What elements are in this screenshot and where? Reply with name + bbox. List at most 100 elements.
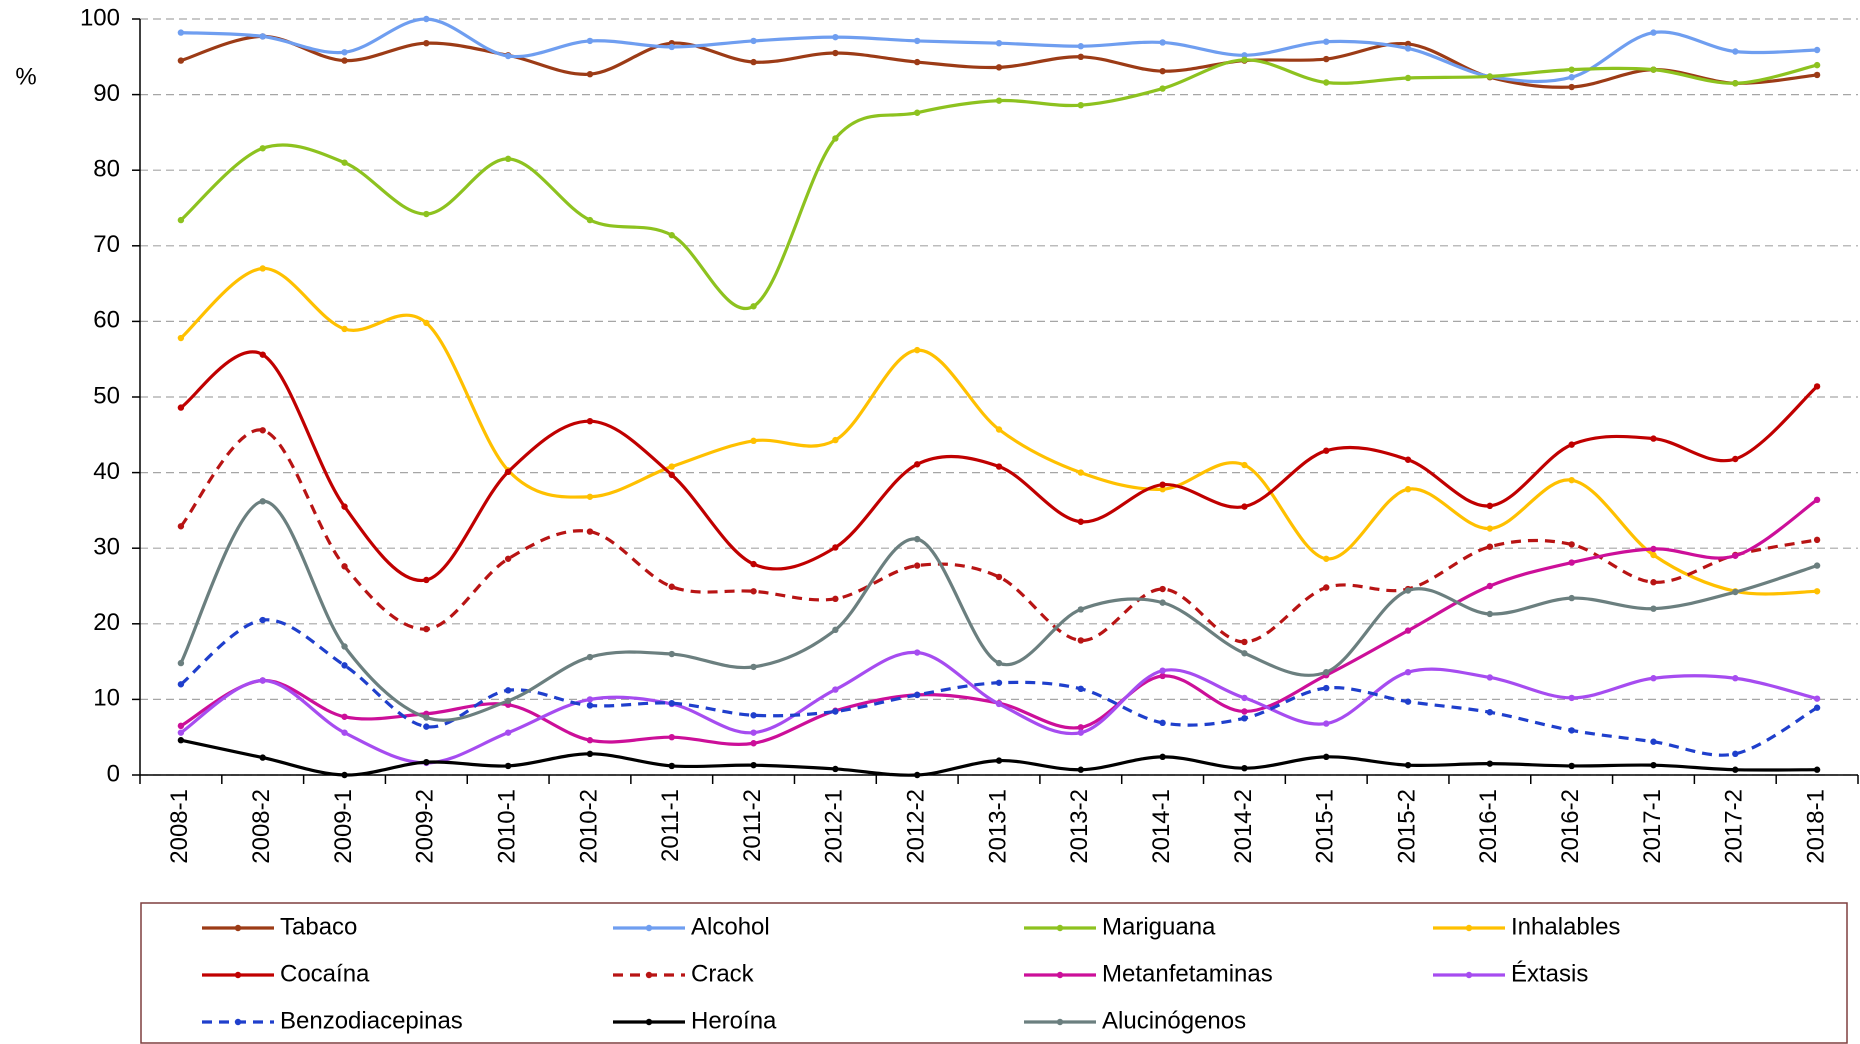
point <box>832 595 839 603</box>
point <box>995 659 1003 667</box>
point <box>177 523 185 530</box>
point <box>423 714 430 721</box>
point <box>1732 750 1739 758</box>
point <box>423 758 430 766</box>
point <box>750 37 757 45</box>
y-tick-label: 60 <box>93 307 120 334</box>
point <box>750 729 757 736</box>
point <box>341 729 348 736</box>
legend-marker <box>234 924 242 932</box>
point <box>1077 518 1085 525</box>
point <box>1568 441 1575 448</box>
point <box>995 679 1003 686</box>
x-tick-label: 2017-2 <box>1721 789 1748 864</box>
point <box>1323 555 1330 562</box>
point <box>1650 738 1657 745</box>
point <box>913 771 921 779</box>
point <box>586 493 594 500</box>
legend-label: Inhalables <box>1511 913 1620 940</box>
point <box>1650 29 1657 36</box>
point <box>1568 594 1575 602</box>
point <box>586 653 594 661</box>
point <box>341 159 348 166</box>
point <box>832 626 839 634</box>
point <box>750 58 757 66</box>
legend-label: Tabaco <box>280 913 357 940</box>
point <box>177 216 185 224</box>
point <box>1813 704 1821 711</box>
point <box>586 37 594 45</box>
point <box>668 232 675 239</box>
point <box>586 528 594 535</box>
point <box>995 573 1003 581</box>
point <box>423 39 430 47</box>
point <box>750 740 757 747</box>
y-tick-label: 40 <box>93 458 120 485</box>
legend-label: Mariguana <box>1102 913 1216 940</box>
point <box>913 37 921 45</box>
line <box>179 58 1818 311</box>
point <box>1077 637 1085 644</box>
point <box>913 535 921 543</box>
point <box>668 699 675 707</box>
x-tick-label: 2015-1 <box>1312 789 1339 864</box>
x-tick-label: 2011-1 <box>657 789 684 862</box>
x-tick-label: 2008-2 <box>248 789 275 864</box>
point <box>913 562 921 569</box>
point <box>1486 709 1494 716</box>
point <box>1241 764 1248 772</box>
series <box>177 498 1821 722</box>
point <box>586 417 594 425</box>
point <box>1813 496 1821 504</box>
point <box>668 463 675 470</box>
x-tick-label: 2016-2 <box>1557 789 1584 864</box>
point <box>341 49 348 56</box>
point <box>832 33 839 41</box>
point <box>1650 605 1657 612</box>
point <box>1241 52 1248 59</box>
point <box>1650 579 1657 586</box>
point <box>423 625 430 633</box>
point <box>1813 588 1821 595</box>
point <box>913 649 921 656</box>
point <box>423 210 430 218</box>
point <box>1077 729 1085 736</box>
point <box>1323 38 1330 45</box>
point <box>750 663 757 671</box>
point <box>177 57 185 64</box>
point <box>1159 481 1166 488</box>
point <box>1323 720 1330 727</box>
point <box>177 737 185 744</box>
point <box>668 650 675 658</box>
point <box>177 681 185 688</box>
point <box>1486 582 1494 590</box>
point <box>259 677 266 684</box>
point <box>1732 455 1739 463</box>
point <box>995 97 1003 104</box>
point <box>913 58 921 66</box>
x-tick-label: 2013-1 <box>984 789 1011 864</box>
point <box>1650 675 1657 682</box>
point <box>1323 584 1330 591</box>
point <box>1486 543 1494 550</box>
point <box>1732 675 1739 682</box>
line <box>179 499 1818 722</box>
legend-label: Heroína <box>691 1007 777 1034</box>
x-tick-label: 2018-1 <box>1802 789 1829 864</box>
point <box>259 616 266 624</box>
point <box>668 762 675 770</box>
legend-marker <box>1056 971 1064 979</box>
series <box>177 265 1821 596</box>
point <box>504 555 512 562</box>
point <box>1650 761 1657 769</box>
point <box>586 696 594 703</box>
point <box>177 659 185 667</box>
point <box>504 762 512 770</box>
point <box>1732 552 1739 559</box>
point <box>1077 724 1085 731</box>
point <box>341 325 348 333</box>
point <box>750 560 757 568</box>
point <box>259 33 266 40</box>
point <box>995 757 1003 764</box>
point <box>1732 766 1739 773</box>
